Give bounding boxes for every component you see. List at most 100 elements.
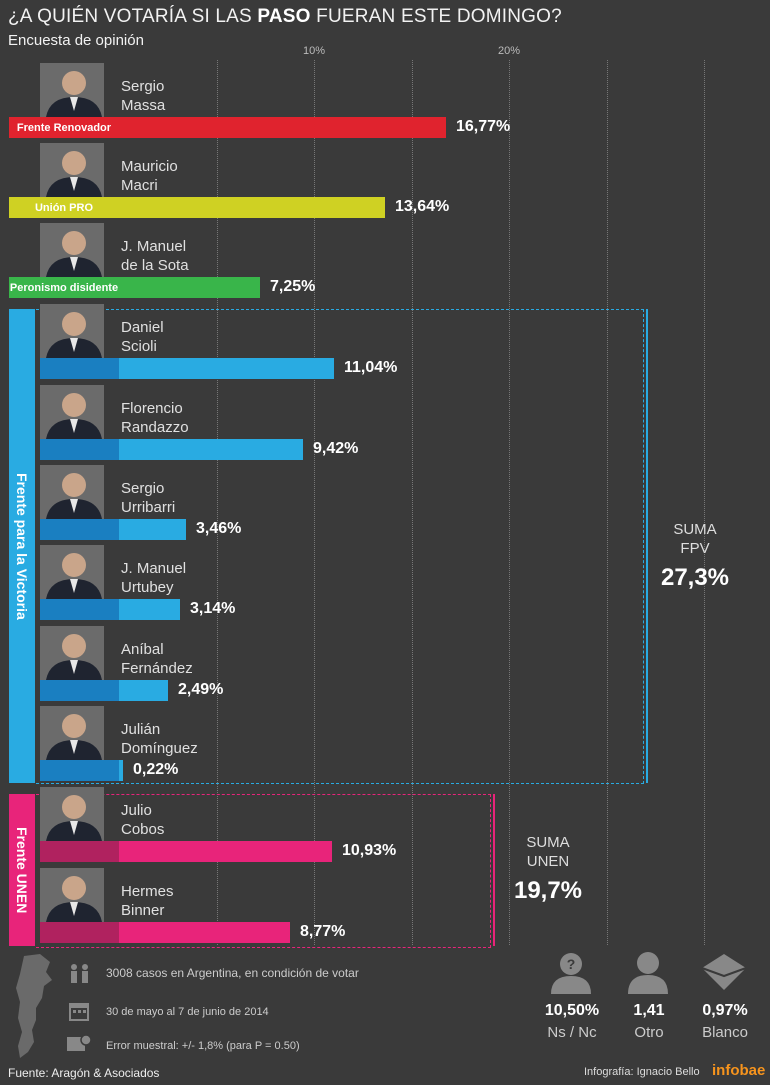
person-icon <box>628 952 668 994</box>
brand-logo: infobae <box>712 1062 766 1079</box>
otro-label: Otro <box>634 1024 664 1041</box>
fpv-sum-value: 27,3% <box>660 564 730 591</box>
candidate-photo <box>40 63 104 117</box>
candidate-name-line1: J. Manuel <box>121 238 187 255</box>
bar <box>119 519 186 540</box>
people-icon <box>71 964 88 983</box>
candidate-name-line2: Urribarri <box>121 499 176 516</box>
bar <box>119 680 168 701</box>
bar <box>119 117 446 138</box>
unen-sum-label-2: UNEN <box>526 853 570 870</box>
bar <box>119 197 385 218</box>
candidate-photo <box>40 626 104 680</box>
candidate-photo <box>40 385 104 439</box>
bar <box>119 358 334 379</box>
candidate-name-line1: J. Manuel <box>121 560 187 577</box>
party-color-block <box>40 358 119 379</box>
candidate-photo <box>40 143 104 197</box>
candidate-name-line2: Macri <box>121 177 158 194</box>
bar <box>119 599 180 620</box>
unen-bracket <box>36 794 491 948</box>
unen-brace <box>489 794 495 946</box>
gridline <box>607 60 609 945</box>
candidate-photo <box>40 545 104 599</box>
bar-value-label: 16,77% <box>456 118 511 135</box>
bar-value-label: 0,22% <box>133 761 179 778</box>
ns-nc-label: Ns / Nc <box>547 1024 597 1041</box>
bar-value-label: 10,93% <box>342 842 397 859</box>
party-color-block <box>40 680 119 701</box>
dates-text: 30 de mayo al 7 de junio de 2014 <box>106 1006 269 1018</box>
candidate-name-line1: Mauricio <box>121 158 178 175</box>
otro-value: 1,41 <box>633 1002 665 1019</box>
candidate-photo <box>40 868 104 922</box>
candidate-name-line2: Fernández <box>121 660 193 677</box>
candidate-name-line2: Binner <box>121 902 165 919</box>
candidate-photo <box>40 223 104 277</box>
party-tag: Unión PRO <box>9 197 119 218</box>
blanco-label: Blanco <box>702 1024 748 1041</box>
bar-value-label: 11,04% <box>344 359 398 376</box>
credit-text: Infografía: Ignacio Bello <box>584 1066 700 1078</box>
party-color-block <box>40 439 119 460</box>
source-text: Fuente: Aragón & Asociados <box>8 1066 160 1080</box>
party-color-block <box>40 922 119 943</box>
bar-value-label: 13,64% <box>395 198 450 215</box>
bar <box>119 841 332 862</box>
bar <box>119 760 123 781</box>
candidate-photo <box>40 706 104 760</box>
fpv-brace <box>642 309 648 783</box>
party-tag: Frente Renovador <box>9 117 119 138</box>
unen-sum-label-1: SUMA <box>526 834 570 851</box>
party-color-block <box>40 841 119 862</box>
bar-value-label: 9,42% <box>313 440 359 457</box>
candidate-name-line1: Aníbal <box>121 641 164 658</box>
argentina-map-icon <box>16 954 52 1058</box>
cases-text: 3008 casos en Argentina, en condición de… <box>106 966 359 980</box>
candidate-name-line2: Domínguez <box>121 740 198 757</box>
candidate-photo <box>40 304 104 358</box>
candidate-name-line2: Massa <box>121 97 166 114</box>
candidate-photo <box>40 787 104 841</box>
blanco-value: 0,97% <box>702 1002 748 1019</box>
bar-value-label: 8,77% <box>300 923 346 940</box>
bar-value-label: 3,46% <box>196 520 242 537</box>
chart-title: ¿A QUIÉN VOTARÍA SI LAS PASO FUERAN ESTE… <box>8 6 562 27</box>
candidate-name-line1: Florencio <box>121 400 183 417</box>
svg-text:?: ? <box>567 956 576 972</box>
candidate-name-line2: Randazzo <box>121 419 189 436</box>
x-tick-label: 20% <box>497 45 521 57</box>
calendar-icon <box>69 1003 89 1021</box>
candidate-name-line1: Hermes <box>121 883 174 900</box>
party-color-block <box>40 599 119 620</box>
unen-sum-value: 19,7% <box>513 877 583 904</box>
candidate-name-line1: Sergio <box>121 78 165 95</box>
bar-value-label: 3,14% <box>190 600 236 617</box>
party-color-block <box>40 519 119 540</box>
candidate-name-line1: Daniel <box>121 319 164 336</box>
error-icon <box>67 1034 92 1051</box>
candidate-name-line1: Julián <box>121 721 161 738</box>
gridline <box>314 60 316 945</box>
gridline <box>412 60 414 945</box>
party-tag: Peronismo disidente <box>9 277 119 298</box>
gridline <box>704 60 706 945</box>
fpv-sum-label-2: FPV <box>680 540 710 557</box>
question-person-icon: ? <box>551 953 591 994</box>
unen-group-label: Frente UNEN <box>9 794 35 946</box>
gridline <box>509 60 511 945</box>
chart-subtitle: Encuesta de opinión <box>8 32 144 49</box>
candidate-name-line2: Urtubey <box>121 579 174 596</box>
fpv-group-label: Frente para la Victoria <box>9 309 35 783</box>
candidate-name-line1: Sergio <box>121 480 165 497</box>
x-tick-label: 10% <box>302 45 326 57</box>
gridline <box>217 60 219 945</box>
candidate-name-line2: Scioli <box>121 338 157 355</box>
fpv-sum-label-1: SUMA <box>673 521 717 538</box>
envelope-icon <box>701 954 747 990</box>
fpv-bracket <box>36 309 644 784</box>
candidate-name-line2: de la Sota <box>121 257 189 274</box>
ns-nc-value: 10,50% <box>544 1002 600 1019</box>
candidate-name-line1: Julio <box>121 802 152 819</box>
bar <box>119 439 303 460</box>
